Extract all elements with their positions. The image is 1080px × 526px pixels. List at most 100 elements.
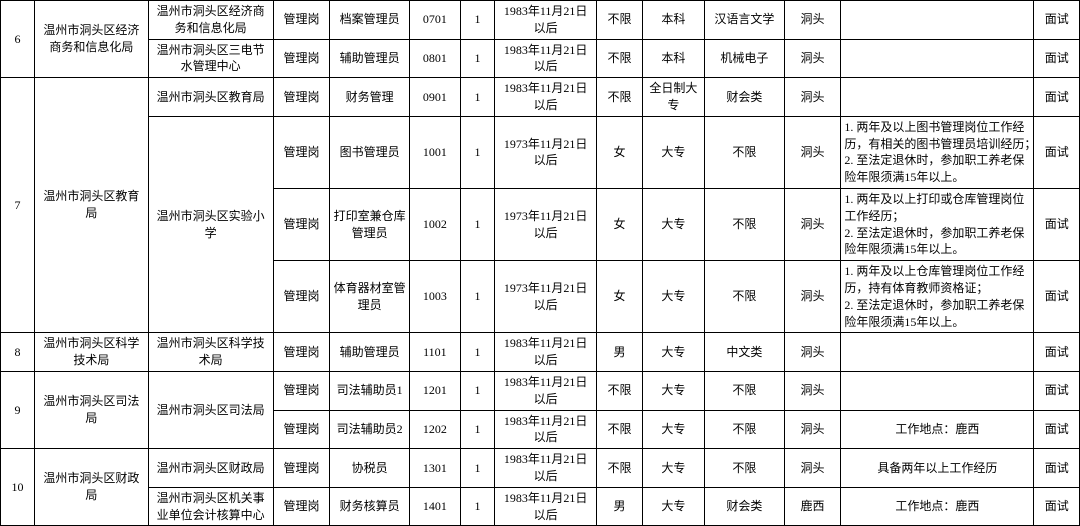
col-code: 1001 <box>409 116 460 188</box>
col-major: 财会类 <box>705 78 785 117</box>
col-count: 1 <box>460 261 494 333</box>
col-major: 不限 <box>705 371 785 410</box>
col-gender: 女 <box>597 188 642 260</box>
col-post-name: 财务管理 <box>330 78 410 117</box>
col-dob: 1983年11月21日以后 <box>495 333 597 372</box>
col-edu: 大专 <box>642 371 704 410</box>
col-post-type: 管理岗 <box>273 1 330 40</box>
col-post-name: 财务核算员 <box>330 487 410 526</box>
col-gender: 男 <box>597 487 642 526</box>
col-major: 不限 <box>705 449 785 488</box>
col-remark <box>841 333 1034 372</box>
col-exam: 面试 <box>1034 261 1080 333</box>
col-edu: 大专 <box>642 188 704 260</box>
col-exam: 面试 <box>1034 371 1080 410</box>
col-exam: 面试 <box>1034 487 1080 526</box>
col-remark: 工作地点：鹿西 <box>841 410 1034 449</box>
col-loc: 洞头 <box>784 188 841 260</box>
col-code: 0901 <box>409 78 460 117</box>
col-remark: 1. 两年及以上图书管理岗位工作经历，有相关的图书管理员培训经历； 2. 至法定… <box>841 116 1034 188</box>
col-remark <box>841 371 1034 410</box>
col-gender: 不限 <box>597 410 642 449</box>
col-dob: 1983年11月21日以后 <box>495 1 597 40</box>
col-count: 1 <box>460 333 494 372</box>
col-major: 汉语言文学 <box>705 1 785 40</box>
col-remark <box>841 78 1034 117</box>
col-dob: 1973年11月21日以后 <box>495 116 597 188</box>
col-post-name: 辅助管理员 <box>330 39 410 78</box>
col-loc: 洞头 <box>784 116 841 188</box>
col-dept: 温州市洞头区教育局 <box>35 78 149 333</box>
recruitment-table: 6温州市洞头区经济商务和信息化局温州市洞头区经济商务和信息化局管理岗档案管理员0… <box>0 0 1080 526</box>
col-major: 中文类 <box>705 333 785 372</box>
col-post-name: 档案管理员 <box>330 1 410 40</box>
col-remark: 具备两年以上工作经历 <box>841 449 1034 488</box>
col-gender: 不限 <box>597 78 642 117</box>
col-post-type: 管理岗 <box>273 333 330 372</box>
col-edu: 本科 <box>642 39 704 78</box>
col-post-type: 管理岗 <box>273 116 330 188</box>
col-gender: 女 <box>597 261 642 333</box>
col-post-name: 打印室兼仓库管理员 <box>330 188 410 260</box>
col-remark <box>841 39 1034 78</box>
col-loc: 洞头 <box>784 333 841 372</box>
col-dept: 温州市洞头区司法局 <box>35 371 149 448</box>
col-major: 不限 <box>705 261 785 333</box>
col-no: 10 <box>1 449 35 526</box>
col-post-type: 管理岗 <box>273 261 330 333</box>
col-count: 1 <box>460 410 494 449</box>
col-loc: 洞头 <box>784 261 841 333</box>
col-edu: 本科 <box>642 1 704 40</box>
col-major: 不限 <box>705 116 785 188</box>
col-loc: 洞头 <box>784 449 841 488</box>
col-unit: 温州市洞头区实验小学 <box>148 116 273 333</box>
col-dob: 1983年11月21日以后 <box>495 78 597 117</box>
col-post-type: 管理岗 <box>273 188 330 260</box>
col-code: 0701 <box>409 1 460 40</box>
col-post-type: 管理岗 <box>273 78 330 117</box>
col-dob: 1983年11月21日以后 <box>495 39 597 78</box>
col-major: 不限 <box>705 410 785 449</box>
col-loc: 洞头 <box>784 410 841 449</box>
col-code: 1201 <box>409 371 460 410</box>
col-code: 0801 <box>409 39 460 78</box>
col-post-name: 司法辅助员2 <box>330 410 410 449</box>
col-dept: 温州市洞头区科学技术局 <box>35 333 149 372</box>
col-unit: 温州市洞头区经济商务和信息化局 <box>148 1 273 40</box>
col-exam: 面试 <box>1034 116 1080 188</box>
col-exam: 面试 <box>1034 78 1080 117</box>
col-unit: 温州市洞头区司法局 <box>148 371 273 448</box>
col-dob: 1973年11月21日以后 <box>495 188 597 260</box>
col-count: 1 <box>460 487 494 526</box>
col-post-type: 管理岗 <box>273 410 330 449</box>
table-row: 7温州市洞头区教育局温州市洞头区教育局管理岗财务管理090111983年11月2… <box>1 78 1080 117</box>
col-edu: 大专 <box>642 449 704 488</box>
col-no: 9 <box>1 371 35 448</box>
col-gender: 不限 <box>597 39 642 78</box>
col-exam: 面试 <box>1034 449 1080 488</box>
col-gender: 男 <box>597 333 642 372</box>
col-loc: 洞头 <box>784 39 841 78</box>
table-row: 温州市洞头区机关事业单位会计核算中心管理岗财务核算员140111983年11月2… <box>1 487 1080 526</box>
col-unit: 温州市洞头区教育局 <box>148 78 273 117</box>
col-edu: 大专 <box>642 410 704 449</box>
col-unit: 温州市洞头区机关事业单位会计核算中心 <box>148 487 273 526</box>
table-row: 10温州市洞头区财政局温州市洞头区财政局管理岗协税员130111983年11月2… <box>1 449 1080 488</box>
col-dob: 1983年11月21日以后 <box>495 410 597 449</box>
col-code: 1401 <box>409 487 460 526</box>
col-dob: 1983年11月21日以后 <box>495 371 597 410</box>
col-remark: 工作地点：鹿西 <box>841 487 1034 526</box>
col-gender: 不限 <box>597 449 642 488</box>
col-remark: 1. 两年及以上仓库管理岗位工作经历，持有体育教师资格证；2. 至法定退休时，参… <box>841 261 1034 333</box>
col-major: 不限 <box>705 188 785 260</box>
col-unit: 温州市洞头区财政局 <box>148 449 273 488</box>
col-code: 1002 <box>409 188 460 260</box>
col-post-type: 管理岗 <box>273 449 330 488</box>
col-count: 1 <box>460 39 494 78</box>
col-loc: 洞头 <box>784 78 841 117</box>
col-loc: 鹿西 <box>784 487 841 526</box>
col-count: 1 <box>460 371 494 410</box>
col-unit: 温州市洞头区科学技术局 <box>148 333 273 372</box>
col-edu: 全日制大专 <box>642 78 704 117</box>
col-count: 1 <box>460 116 494 188</box>
